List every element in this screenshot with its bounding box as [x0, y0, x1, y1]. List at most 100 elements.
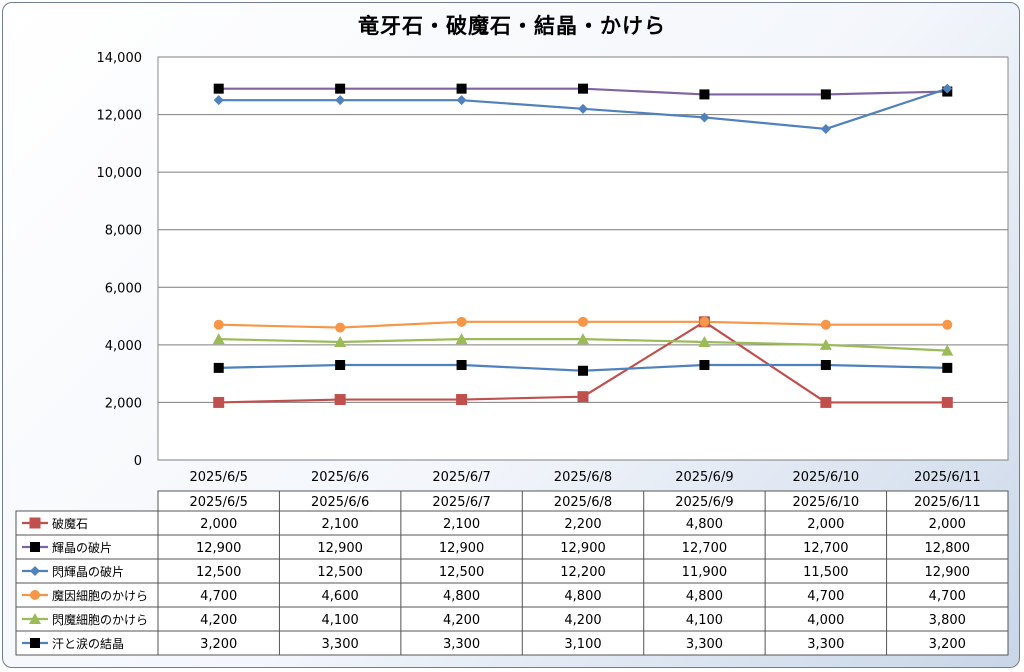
series-marker [456, 360, 467, 371]
table-row-label: 閃輝晶の破片 [52, 564, 124, 579]
table-row-label: 汗と涙の結晶 [52, 636, 124, 651]
table-cell: 12,500 [439, 565, 485, 580]
x-tick-label: 2025/6/9 [675, 470, 733, 485]
table-cell: 4,700 [200, 589, 237, 604]
y-tick-label: 12,000 [97, 109, 143, 124]
series-marker [212, 333, 225, 345]
series-marker [820, 319, 831, 330]
y-axis-ticks: 0 2,000 4,000 6,000 8,000 10,000 12,000 14,000 [97, 51, 143, 469]
x-tick-label: 2025/6/5 [190, 470, 248, 485]
table-cell: 4,700 [929, 589, 966, 604]
table-cell: 12,900 [196, 541, 242, 556]
series-marker [942, 83, 953, 94]
table-row-label: 魔因細胞のかけら [52, 588, 148, 603]
table-cell: 2,000 [929, 517, 966, 532]
series-marker [29, 613, 41, 624]
table-cell: 3,300 [807, 637, 844, 652]
series-marker [578, 365, 588, 376]
series-marker [942, 362, 953, 373]
series-marker [30, 590, 40, 600]
series-marker [456, 95, 467, 106]
table-cell: 12,900 [925, 565, 971, 580]
series-marker [213, 396, 225, 408]
table-cell: 4,200 [200, 613, 237, 628]
series-marker [820, 396, 832, 408]
y-tick-label: 0 [134, 454, 142, 469]
series-marker [456, 394, 468, 406]
table-cell: 11,900 [682, 565, 728, 580]
table-header-cell: 2025/6/11 [914, 495, 981, 510]
table-cell: 3,200 [929, 637, 966, 652]
table-cell: 2,100 [443, 517, 480, 532]
x-tick-label: 2025/6/6 [311, 470, 369, 485]
table-cell: 4,700 [807, 589, 844, 604]
series-marker [213, 362, 224, 373]
x-tick-label: 2025/6/11 [914, 470, 981, 485]
series-marker [30, 566, 40, 576]
series-marker [455, 333, 468, 345]
x-tick-label: 2025/6/7 [432, 470, 490, 485]
table-cell: 3,300 [443, 637, 480, 652]
table-cell: 12,500 [196, 565, 242, 580]
table-cell: 4,800 [686, 517, 723, 532]
table-cell: 12,900 [439, 541, 485, 556]
y-tick-label: 2,000 [105, 396, 142, 411]
table-header-cell: 2025/6/5 [190, 495, 248, 510]
series-marker [698, 335, 711, 347]
table-cell: 12,200 [560, 565, 606, 580]
table-cell: 2,000 [807, 517, 844, 532]
series-marker [335, 322, 346, 333]
table-header-cell: 2025/6/10 [793, 495, 860, 510]
series-marker [334, 335, 347, 347]
table-header-cell: 2025/6/7 [432, 495, 490, 510]
series-marker [213, 83, 224, 94]
series-marker [456, 83, 467, 94]
y-tick-label: 4,000 [105, 339, 142, 354]
series-marker [941, 396, 953, 408]
table-cell: 4,200 [564, 613, 601, 628]
table-cell: 12,700 [682, 541, 728, 556]
table-cell: 12,900 [317, 541, 363, 556]
x-tick-label: 2025/6/10 [793, 470, 860, 485]
table-cell: 4,800 [443, 589, 480, 604]
series-marker [820, 123, 831, 134]
x-tick-label: 2025/6/8 [554, 470, 612, 485]
y-tick-label: 6,000 [105, 281, 142, 296]
series-marker [819, 338, 832, 350]
series-marker [699, 112, 710, 123]
series-marker [820, 89, 831, 100]
series-marker [699, 316, 710, 327]
table-cell: 12,500 [317, 565, 363, 580]
table-header-cell: 2025/6/6 [311, 495, 369, 510]
series-marker [30, 638, 40, 648]
series-marker [213, 95, 224, 106]
series-marker [577, 391, 589, 403]
series-marker [941, 344, 954, 356]
chart-title: 竜牙石・破魔石・結晶・かけら [358, 14, 666, 38]
table-cell: 4,100 [686, 613, 723, 628]
table-row-label: 破魔石 [52, 516, 88, 531]
table-cell: 4,800 [564, 589, 601, 604]
table-header-cell: 2025/6/9 [675, 495, 733, 510]
table-cell: 4,100 [322, 613, 359, 628]
table-cell: 2,000 [200, 517, 237, 532]
table-cell: 3,100 [564, 637, 601, 652]
table-cell: 3,800 [929, 613, 966, 628]
series-marker [578, 103, 588, 114]
table-cell: 12,800 [925, 541, 971, 556]
table-cell: 2,100 [322, 517, 359, 532]
y-tick-label: 10,000 [97, 166, 143, 181]
data-table: 2025/6/5 2025/6/6 2025/6/7 2025/6/8 2025/6/9… [15, 490, 1009, 656]
table-cell: 12,700 [803, 541, 849, 556]
table-row-label: 輝晶の破片 [52, 540, 112, 555]
series-marker [699, 360, 710, 371]
table-row-label: 閃魔細胞のかけら [52, 612, 148, 627]
table-cell: 3,200 [200, 637, 237, 652]
table-cell: 3,300 [686, 637, 723, 652]
table-header-cell: 2025/6/8 [554, 495, 612, 510]
table-cell: 4,600 [322, 589, 359, 604]
series-marker [335, 95, 346, 106]
series-marker [335, 360, 346, 371]
y-tick-label: 14,000 [97, 51, 143, 66]
